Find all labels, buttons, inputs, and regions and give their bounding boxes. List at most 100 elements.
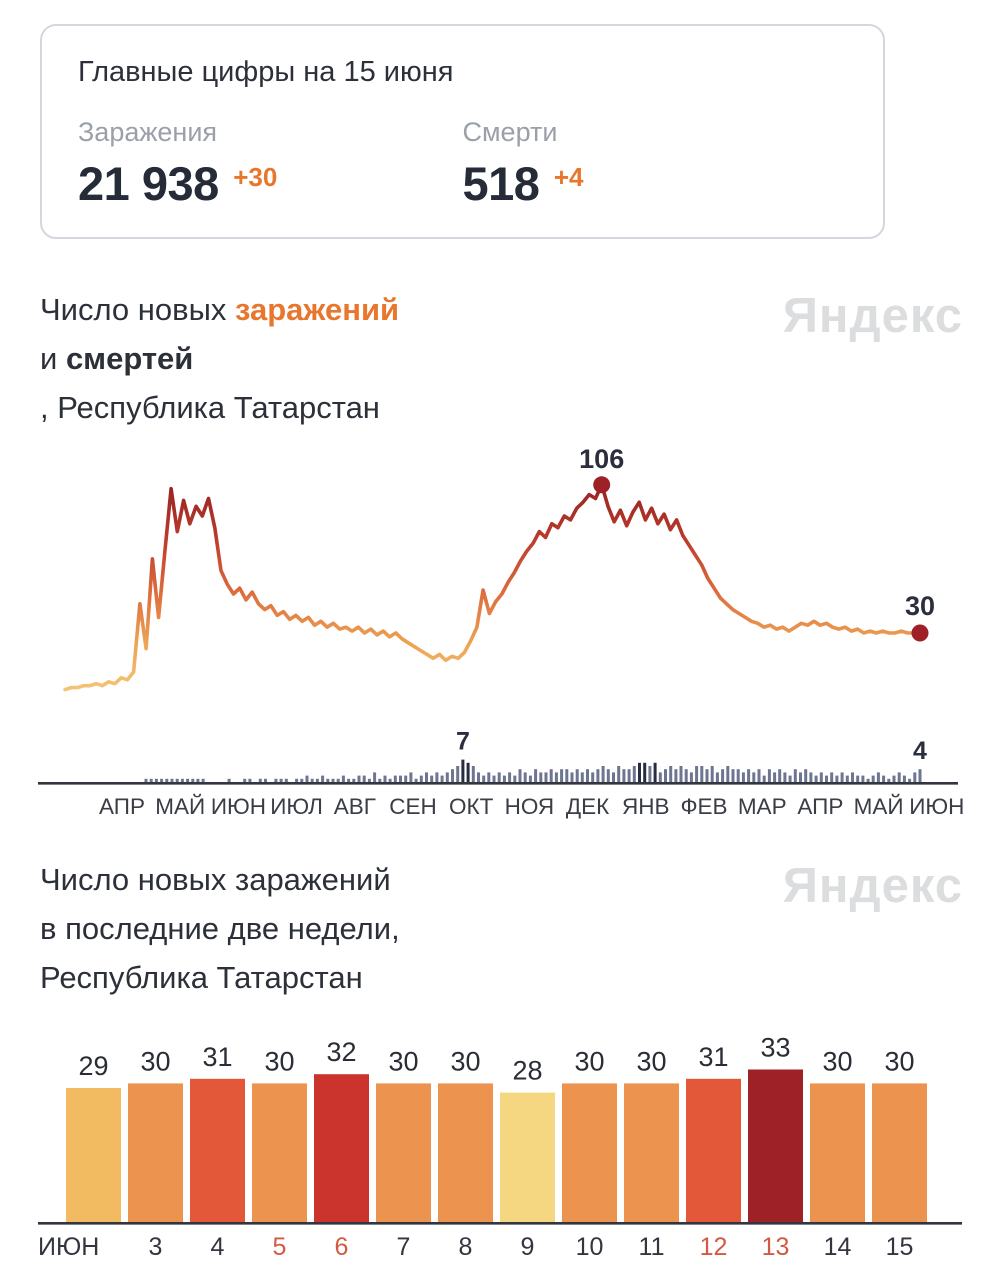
death-bar xyxy=(191,778,195,782)
death-bar xyxy=(819,772,823,782)
bar-value-label: 31 xyxy=(202,1042,232,1072)
death-bar xyxy=(523,772,527,782)
death-bar xyxy=(747,769,751,782)
date-tick-label: 13 xyxy=(762,1233,790,1261)
daily-infections-bar xyxy=(376,1083,431,1222)
daily-infections-bar xyxy=(748,1069,803,1222)
death-bar xyxy=(279,778,283,782)
death-bar xyxy=(876,772,880,782)
death-bar xyxy=(814,775,818,782)
chart1-title-line2: и смертей xyxy=(40,334,399,383)
two-week-infections-bar-chart: 29 30 31 30 32 30 30 28 30 30 31 33 30 30 ИЮН 3 4 5 6 7 8 9 10… xyxy=(38,1037,962,1261)
death-bar xyxy=(435,772,439,782)
death-bar xyxy=(892,775,896,782)
death-bar xyxy=(160,778,164,782)
death-bar xyxy=(684,769,688,782)
stat-infections-delta: +30 xyxy=(233,162,278,192)
death-bar xyxy=(700,766,704,782)
death-bar xyxy=(861,775,865,782)
death-bar xyxy=(669,766,673,782)
daily-infections-bar xyxy=(438,1083,493,1222)
death-bar xyxy=(201,778,205,782)
summary-card-title: Главные цифры на 15 июня xyxy=(78,56,454,88)
death-bar xyxy=(258,778,262,782)
death-bar xyxy=(461,759,465,782)
death-bar xyxy=(154,778,158,782)
death-bar xyxy=(887,778,891,782)
month-tick-label: НОЯ xyxy=(505,794,555,819)
daily-infections-bar xyxy=(190,1078,245,1222)
month-tick-label: СЕН xyxy=(389,794,437,819)
death-bar xyxy=(632,766,636,782)
stat-deaths: Смерти 518 +4 xyxy=(463,117,848,211)
death-bar xyxy=(513,775,517,782)
death-bar xyxy=(741,772,745,782)
death-bar xyxy=(664,769,667,782)
death-bar xyxy=(715,772,719,782)
death-bar xyxy=(825,775,828,782)
month-tick-label: ОКТ xyxy=(449,794,494,819)
death-bar xyxy=(367,778,371,782)
date-tick-label: 4 xyxy=(211,1233,225,1261)
death-bar xyxy=(705,769,709,782)
death-bar xyxy=(778,769,782,782)
death-bar xyxy=(175,778,179,782)
death-bar xyxy=(430,775,434,782)
death-bar xyxy=(352,778,356,782)
death-bar xyxy=(196,778,200,782)
death-bar xyxy=(497,772,501,782)
death-bar xyxy=(799,772,802,782)
death-bar xyxy=(606,769,610,782)
death-bar xyxy=(274,778,278,782)
daily-infections-bar xyxy=(500,1092,555,1222)
death-bar xyxy=(419,775,423,782)
death-bar xyxy=(264,778,267,782)
death-bar xyxy=(528,775,532,782)
death-bar xyxy=(554,772,558,782)
month-tick-label: ИЮН xyxy=(909,794,964,819)
death-bar xyxy=(902,775,906,782)
daily-infections-bar xyxy=(810,1083,865,1222)
summary-card: Главные цифры на 15 июня Заражения 21 93… xyxy=(40,24,885,239)
stat-infections-value-row: 21 938 +30 xyxy=(78,156,463,211)
death-bar xyxy=(596,769,600,782)
stat-deaths-value-row: 518 +4 xyxy=(463,156,848,211)
death-bar xyxy=(300,778,304,782)
death-bar xyxy=(882,775,886,782)
month-tick-label: АПР xyxy=(797,794,843,819)
death-bar xyxy=(913,772,917,782)
stat-infections: Заражения 21 938 +30 xyxy=(78,117,463,211)
daily-infections-bar xyxy=(314,1074,369,1222)
death-bar xyxy=(918,769,922,782)
death-bar xyxy=(627,769,631,782)
chart2-title: Число новых заражений в последние две не… xyxy=(40,855,400,1002)
death-bar xyxy=(674,769,678,782)
bar-value-label: 30 xyxy=(450,1046,480,1076)
death-bar xyxy=(897,772,901,782)
latest-value-label: 30 xyxy=(905,591,935,621)
daily-infections-bar xyxy=(872,1083,927,1222)
death-bar xyxy=(243,778,247,782)
date-tick-label: 10 xyxy=(576,1233,604,1261)
death-bar xyxy=(165,778,169,782)
month-tick-label: ИЮЛ xyxy=(270,794,323,819)
death-bar xyxy=(856,775,860,782)
infections-deaths-timeline-chart: АПР МАЙ ИЮН ИЮЛ АВГ СЕН ОКТ НОЯ ДЕК ЯНВ ФЕВ МАР АПР М… xyxy=(38,444,964,819)
death-bar xyxy=(149,778,153,782)
death-bar xyxy=(456,766,460,782)
death-bar xyxy=(393,775,397,782)
death-bar xyxy=(440,775,444,782)
stat-deaths-label: Смерти xyxy=(462,117,558,147)
yandex-watermark-2: Яндекс xyxy=(782,859,963,913)
bar-value-label: 30 xyxy=(140,1046,170,1076)
month-tick-label: ИЮН xyxy=(211,794,266,819)
death-bar xyxy=(788,775,792,782)
chart1-title: Число новых заражений и смертей , Респуб… xyxy=(40,285,399,432)
daily-infections-bar xyxy=(624,1083,679,1222)
death-bar xyxy=(180,778,184,782)
death-bar xyxy=(414,778,418,782)
daily-infections-bar xyxy=(66,1088,121,1222)
stat-deaths-delta: +4 xyxy=(553,162,584,192)
month-tick-label: МАЙ xyxy=(854,794,904,819)
death-bar xyxy=(658,772,662,782)
